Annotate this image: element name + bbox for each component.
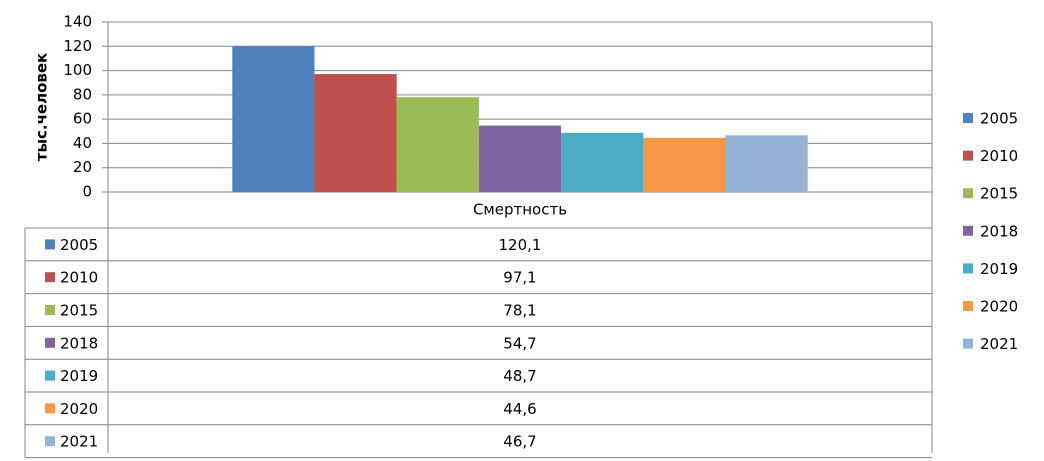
bar — [561, 132, 644, 192]
bar — [643, 137, 726, 192]
table-value: 120,1 — [499, 236, 542, 254]
table-legend-key — [45, 436, 55, 447]
table-legend-label: 2010 — [60, 269, 98, 287]
legend-label: 2020 — [980, 298, 1018, 316]
y-tick-label: 80 — [73, 85, 92, 103]
table-legend-label: 2021 — [60, 433, 98, 451]
bar — [232, 46, 315, 192]
table-legend-label: 2019 — [60, 367, 98, 385]
y-axis-label: тыс.человек — [33, 53, 51, 161]
legend-key — [963, 150, 973, 161]
y-tick-label: 40 — [73, 134, 92, 152]
y-tick-label: 100 — [63, 61, 92, 79]
legend-label: 2021 — [980, 335, 1018, 353]
x-tick-label: Смертность — [473, 201, 567, 219]
legend-label: 2018 — [980, 222, 1018, 240]
legend-label: 2010 — [980, 147, 1018, 165]
table-legend-key — [45, 337, 55, 348]
legend-label: 2019 — [980, 260, 1018, 278]
y-tick-label: 120 — [63, 37, 92, 55]
y-tick-label: 60 — [73, 110, 92, 128]
table-legend-label: 2018 — [60, 334, 98, 352]
legend-key — [963, 263, 973, 274]
bar — [478, 125, 562, 192]
legend-label: 2005 — [980, 110, 1018, 128]
table-value: 54,7 — [503, 334, 536, 352]
bar — [396, 97, 479, 192]
table-legend-key — [45, 403, 55, 414]
table-legend-label: 2005 — [60, 236, 98, 254]
table-value: 48,7 — [503, 367, 536, 385]
table-legend-key — [45, 370, 55, 381]
table-legend-label: 2015 — [60, 302, 98, 320]
y-tick-label: 140 — [63, 13, 92, 31]
bar — [725, 135, 808, 192]
bar — [314, 74, 397, 192]
table-value: 97,1 — [503, 269, 536, 287]
legend-key — [963, 225, 973, 236]
legend-key — [963, 301, 973, 311]
legend-label: 2015 — [980, 185, 1018, 203]
y-tick-label: 20 — [73, 158, 92, 176]
table-legend-label: 2020 — [60, 400, 98, 418]
table-legend-key — [45, 272, 55, 283]
table-legend-key — [45, 305, 55, 315]
legend-key — [963, 188, 973, 199]
y-tick-label: 0 — [82, 183, 92, 201]
legend-key — [963, 113, 973, 123]
table-value: 46,7 — [503, 433, 536, 451]
legend-key — [963, 338, 973, 349]
table-value: 78,1 — [503, 302, 536, 320]
table-value: 44,6 — [503, 400, 536, 418]
table-legend-key — [45, 239, 55, 250]
